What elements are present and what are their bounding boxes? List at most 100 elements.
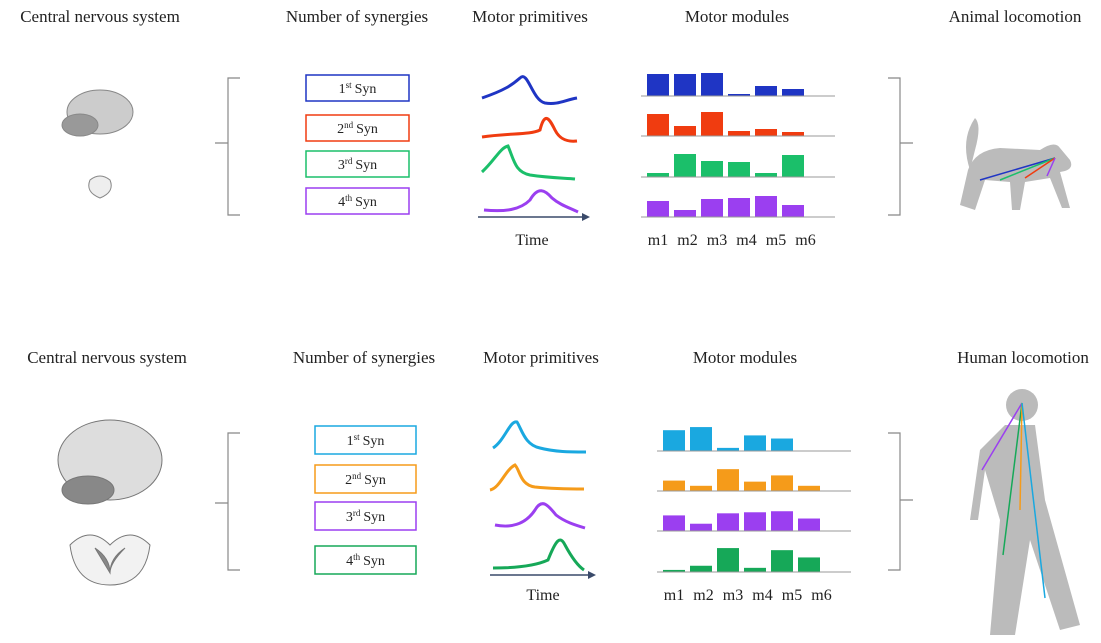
synergy-number: 3 xyxy=(338,158,345,173)
primitive-curves xyxy=(482,77,578,212)
synergy-number: 2 xyxy=(337,122,344,137)
time-arrow xyxy=(588,571,596,579)
column-header: Motor modules xyxy=(693,348,797,367)
module-bar xyxy=(755,173,777,177)
module-bar xyxy=(798,519,820,531)
synergy-ordinal: rd xyxy=(353,508,361,518)
muscle-label: m5 xyxy=(766,232,786,249)
column-header: Motor modules xyxy=(685,7,789,26)
synergy-ordinal: st xyxy=(346,80,353,90)
brain-icon xyxy=(62,90,133,198)
muscle-label: m1 xyxy=(648,232,668,249)
synergy-number: 4 xyxy=(338,195,345,210)
column-header: Human locomotion xyxy=(957,348,1089,367)
module-bar xyxy=(701,73,723,96)
synergy-word: Syn xyxy=(355,82,377,97)
column-header: Central nervous system xyxy=(27,348,187,367)
module-bar xyxy=(690,566,712,572)
synergy-ordinal: nd xyxy=(344,120,354,130)
synergy-number: 4 xyxy=(346,554,353,569)
module-bar xyxy=(717,548,739,572)
module-bar xyxy=(755,129,777,136)
module-bar xyxy=(798,557,820,572)
bracket xyxy=(888,433,913,570)
figure: Central nervous system Number of synergie… xyxy=(0,0,1101,638)
synergy-ordinal: nd xyxy=(352,471,362,481)
muscle-label: m2 xyxy=(677,232,697,249)
module-bar xyxy=(647,201,669,217)
module-bar xyxy=(663,481,685,491)
module-bar xyxy=(782,155,804,177)
column-header: Motor primitives xyxy=(483,348,599,367)
module-bar xyxy=(663,430,685,451)
synergy-word: Syn xyxy=(364,473,386,488)
muscle-label: m3 xyxy=(707,232,727,249)
module-bar xyxy=(771,550,793,572)
synergy-word: Syn xyxy=(363,434,385,449)
module-bar xyxy=(674,154,696,177)
module-bar xyxy=(674,126,696,136)
muscle-label: m4 xyxy=(736,232,756,249)
module-bar xyxy=(690,524,712,531)
cat-icon xyxy=(960,118,1071,210)
bracket xyxy=(215,78,240,215)
module-bar xyxy=(744,435,766,451)
module-bar xyxy=(674,74,696,96)
synergy-word: Syn xyxy=(355,158,377,173)
module-bar xyxy=(782,205,804,217)
module-bar xyxy=(647,114,669,136)
synergy-number: 2 xyxy=(345,473,352,488)
synergy-ordinal: th xyxy=(345,193,353,203)
module-bar xyxy=(674,210,696,217)
synergy-number: 1 xyxy=(347,434,354,449)
synergy-word: Syn xyxy=(356,122,378,137)
column-header: Motor primitives xyxy=(472,7,588,26)
synergy-word: Syn xyxy=(355,195,377,210)
module-bar xyxy=(755,196,777,217)
time-label: Time xyxy=(515,232,548,249)
synergy-ordinal: th xyxy=(353,552,361,562)
module-bar xyxy=(717,513,739,531)
module-bar xyxy=(782,89,804,96)
time-arrow xyxy=(582,213,590,221)
module-bar xyxy=(728,162,750,177)
module-bar xyxy=(755,86,777,96)
bracket xyxy=(215,433,240,570)
module-bar xyxy=(701,161,723,177)
column-header: Animal locomotion xyxy=(949,7,1082,26)
synergy-ordinal: rd xyxy=(345,156,353,166)
module-bar xyxy=(728,198,750,217)
synergy-ordinal: st xyxy=(354,432,361,442)
module-bar xyxy=(771,439,793,451)
module-bar xyxy=(782,132,804,136)
muscle-label: m3 xyxy=(723,587,743,604)
module-bar xyxy=(744,512,766,531)
primitive-curves xyxy=(490,422,586,570)
synergy-word: Syn xyxy=(363,554,385,569)
page: {"panels": [ {"headers": ["Central nervo… xyxy=(0,0,1101,643)
muscle-label: m6 xyxy=(811,587,831,604)
module-bar xyxy=(771,511,793,531)
module-bar xyxy=(701,112,723,136)
synergy-number: 3 xyxy=(346,510,353,525)
module-bar xyxy=(690,486,712,491)
module-bar xyxy=(717,469,739,491)
column-header: Central nervous system xyxy=(20,7,180,26)
module-bar xyxy=(701,199,723,217)
synergy-label: 1stSyn xyxy=(339,80,377,97)
synergy-label: 1stSyn xyxy=(347,432,385,449)
module-bar xyxy=(728,131,750,136)
muscle-label: m1 xyxy=(664,587,684,604)
muscle-label: m6 xyxy=(795,232,815,249)
module-bar xyxy=(690,427,712,451)
column-header: Number of synergies xyxy=(286,7,428,26)
module-bar xyxy=(744,568,766,572)
bracket xyxy=(888,78,913,215)
muscle-label: m2 xyxy=(693,587,713,604)
synergy-word: Syn xyxy=(363,510,385,525)
